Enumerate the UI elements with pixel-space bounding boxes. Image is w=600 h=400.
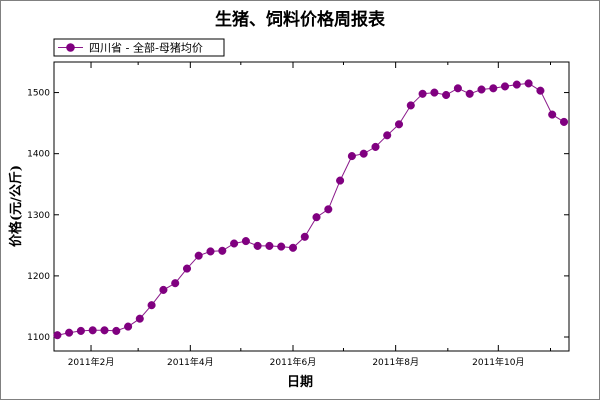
legend-label: 四川省 - 全部-母猪均价 (89, 41, 203, 55)
x-tick-label-0: 2011年2月 (68, 356, 115, 368)
y-tick-label-0: 1100 (27, 333, 50, 343)
data-point (477, 85, 486, 94)
data-point (442, 90, 451, 100)
legend: 四川省 - 全部-母猪均价 (53, 38, 225, 57)
data-point (324, 205, 333, 214)
data-point (218, 246, 227, 255)
data-point (206, 247, 215, 256)
data-point (112, 326, 121, 335)
y-tick-label-4: 1500 (27, 89, 50, 99)
data-point (465, 89, 474, 98)
chart-title: 生猪、饲料价格周报表 (215, 9, 386, 30)
data-point (124, 322, 133, 331)
data-point (336, 176, 345, 185)
data-point (171, 279, 180, 288)
data-point (500, 82, 510, 91)
y-tick-label-3: 1400 (27, 150, 50, 160)
data-point (430, 88, 439, 97)
data-point (418, 89, 427, 98)
data-point (100, 326, 109, 335)
data-point (524, 79, 533, 88)
legend-marker-icon (66, 43, 75, 52)
data-point (512, 80, 521, 89)
x-axis-title: 日期 (287, 375, 313, 390)
data-point (347, 152, 356, 161)
data-point (241, 237, 250, 246)
data-point (147, 301, 156, 310)
data-point (76, 326, 85, 335)
data-point (182, 264, 192, 273)
y-tick-label-1: 1200 (27, 272, 50, 282)
data-point (88, 326, 97, 335)
data-point (559, 117, 569, 126)
data-point (253, 241, 262, 250)
data-point (159, 285, 168, 294)
data-point (194, 251, 203, 260)
data-point (548, 110, 557, 119)
data-point (453, 84, 462, 93)
data-point (277, 242, 286, 251)
data-point (288, 243, 298, 252)
x-tick-label-4: 2011年10月 (472, 356, 524, 368)
data-point (312, 213, 321, 222)
y-tick-label-2: 1300 (27, 211, 50, 221)
data-point (371, 142, 380, 151)
x-tick-label-1: 2011年4月 (167, 356, 214, 368)
data-point (359, 149, 368, 158)
x-tick-label-2: 2011年6月 (270, 356, 317, 368)
data-point (394, 120, 404, 129)
series-line-0 (57, 82, 565, 336)
data-point (383, 131, 392, 140)
data-point (135, 314, 144, 323)
y-axis: 1100 1200 1300 1400 1500 (27, 89, 569, 343)
data-point (536, 86, 545, 95)
data-point (53, 331, 62, 340)
data-point (265, 241, 274, 250)
data-point (65, 328, 74, 337)
data-point (230, 239, 239, 248)
legend-box (53, 38, 225, 57)
data-point (300, 232, 309, 241)
data-point (489, 84, 498, 93)
x-tick-label-3: 2011年8月 (372, 356, 419, 368)
x-axis: 2011年2月 2011年4月 2011年6月 2011年8月 2011年10月 (68, 62, 551, 368)
data-point (406, 101, 415, 110)
plot-area (53, 61, 570, 352)
series-group (53, 79, 569, 340)
y-axis-title: 价格(元/公斤) (8, 165, 24, 247)
